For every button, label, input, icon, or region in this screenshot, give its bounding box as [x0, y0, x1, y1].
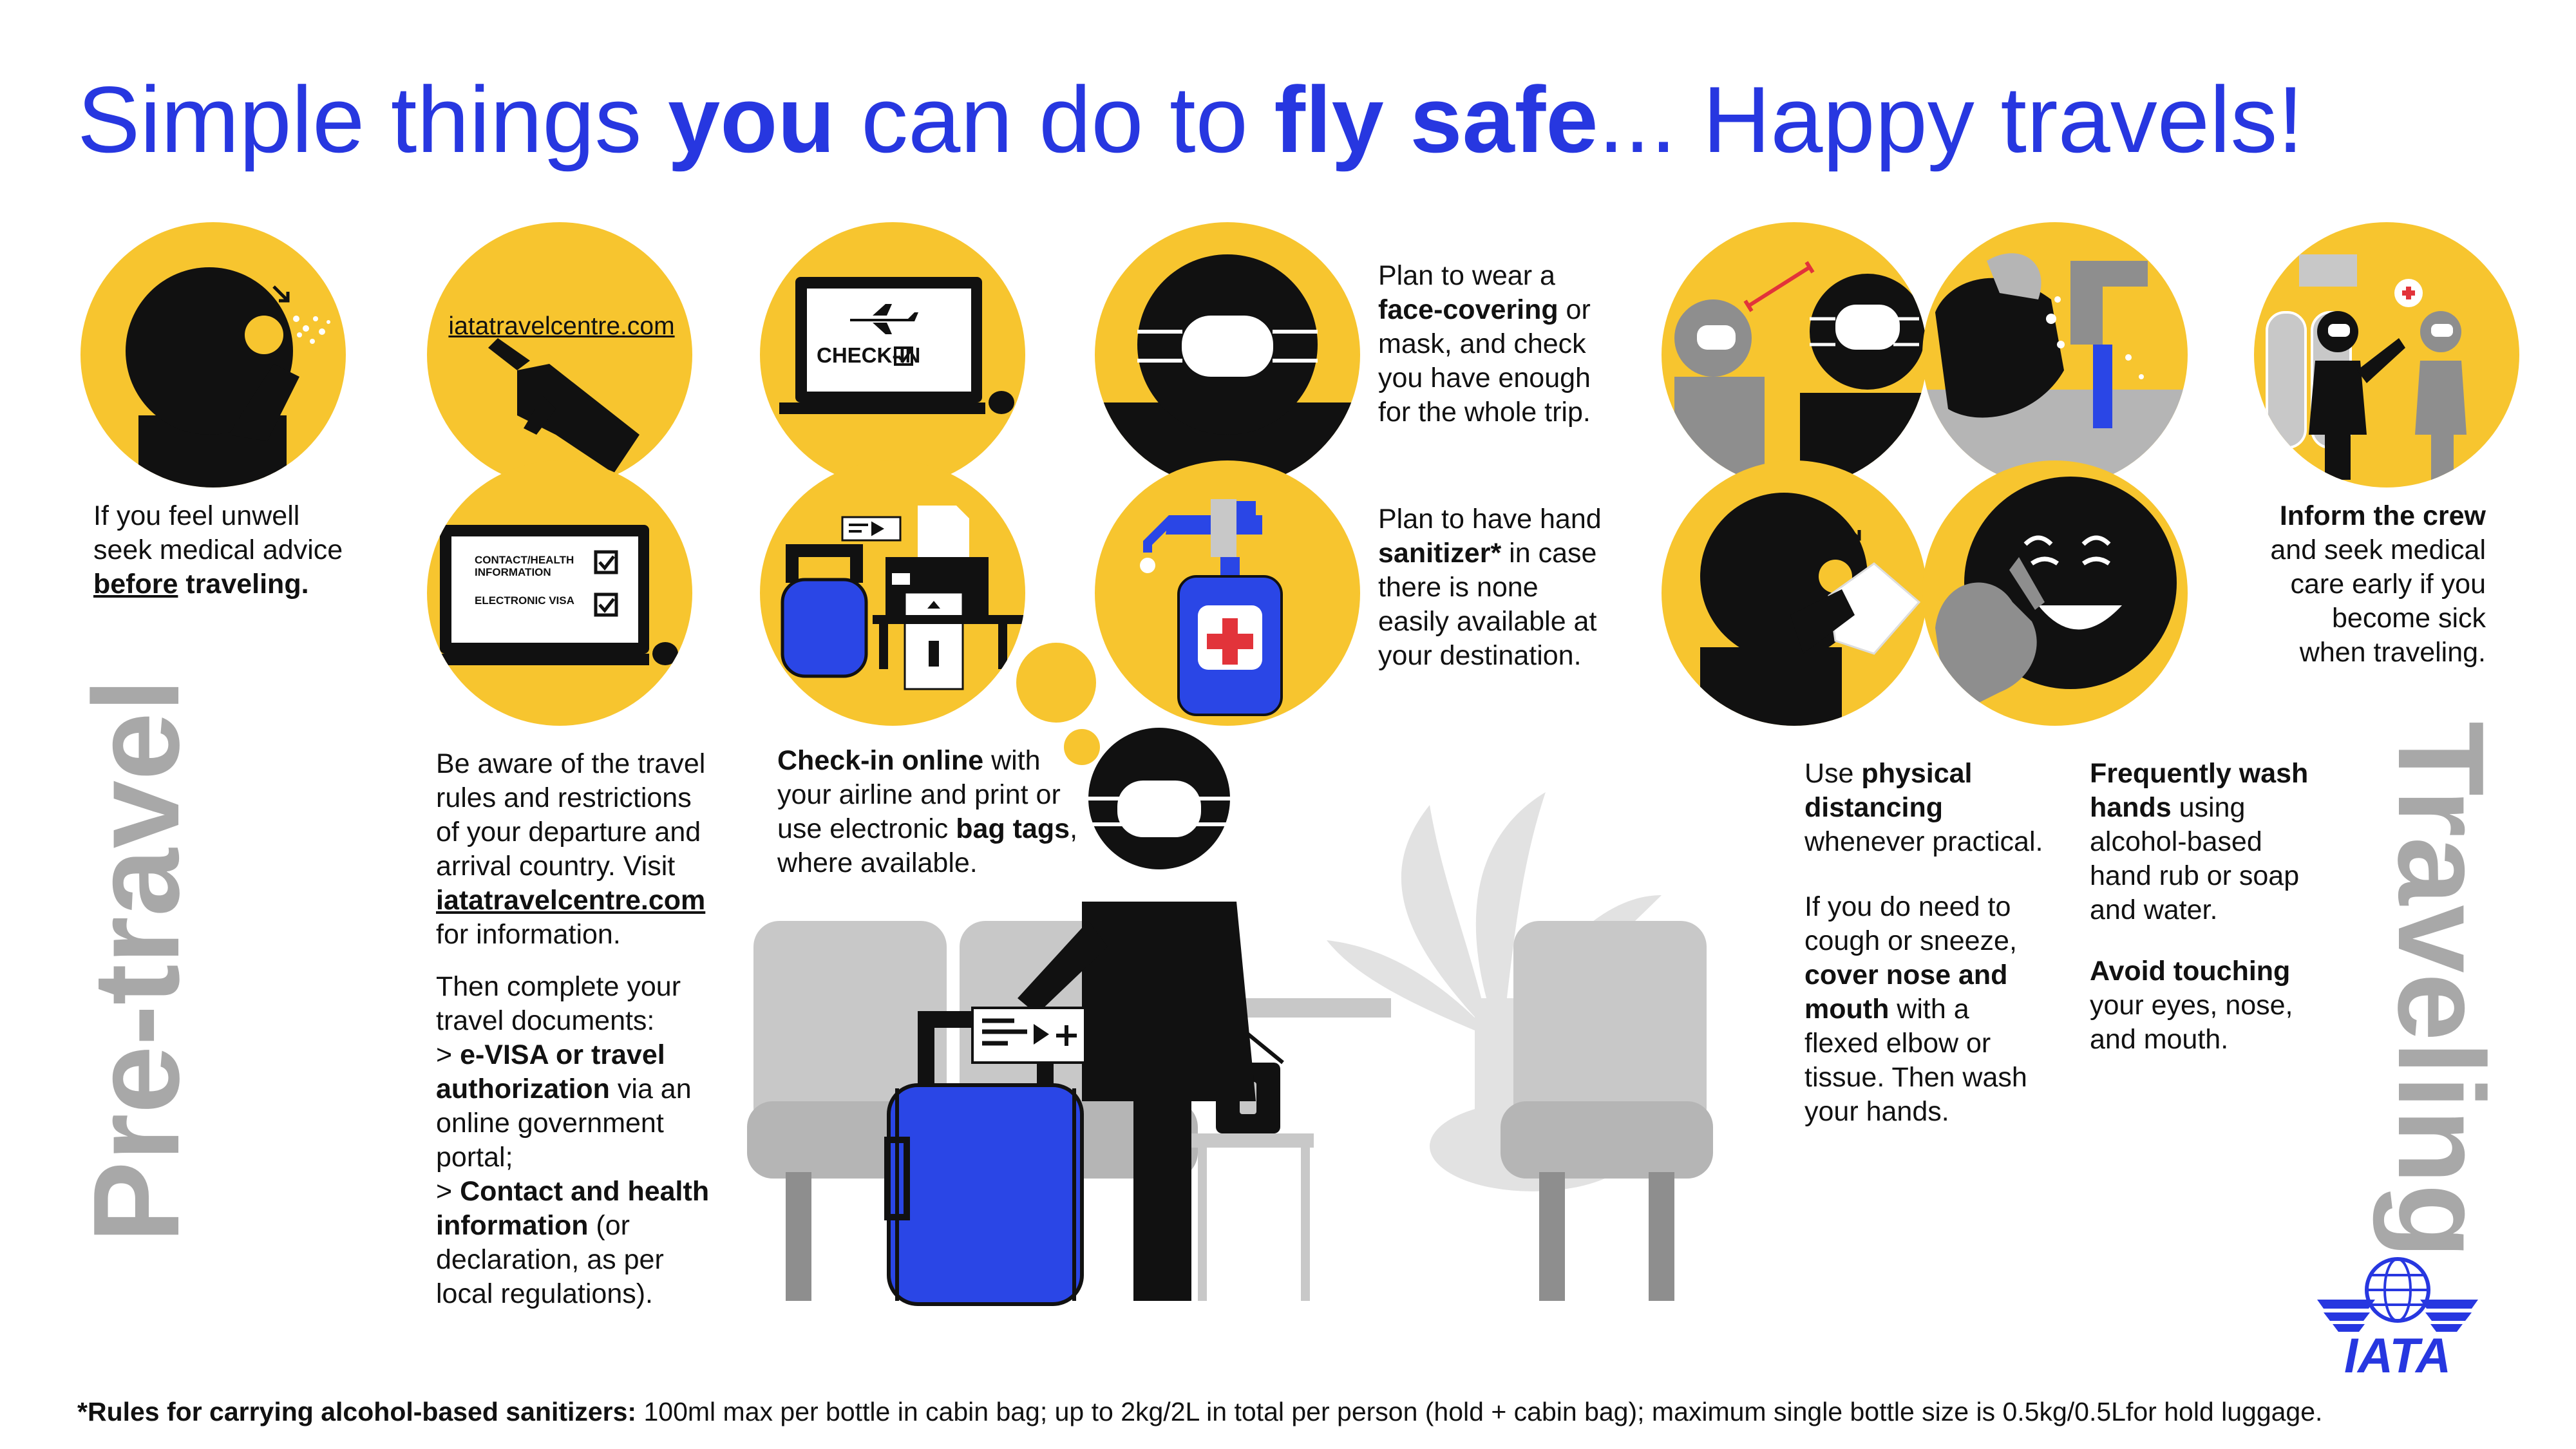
hand-washing-illustration [1922, 222, 2188, 488]
hands-tap-water-icon [1922, 253, 2188, 488]
iata-globe-wings-icon [2317, 1257, 2478, 1332]
iata-wordmark: IATA [2344, 1329, 2452, 1383]
check-in-illustration: CHECK-IN [760, 222, 1025, 488]
form-row-contact-label: CONTACT/HEALTH INFORMATION [475, 554, 574, 578]
two-people-distance-icon [1674, 261, 1927, 488]
travel-documents-illustration: CONTACT/HEALTH INFORMATION ELECTRONIC VI… [427, 460, 692, 726]
traveling-section-label: Traveling [2372, 721, 2509, 1259]
feel-unwell-illustration [80, 222, 346, 488]
inform-crew-illustration [2254, 222, 2519, 488]
bag-tag [971, 1007, 1086, 1064]
headline: Simple things you can do to fly safe... … [77, 67, 2304, 172]
bag-tag-illustration [760, 460, 1025, 726]
iata-travel-centre-link[interactable]: iatatravelcentre.com [436, 885, 706, 916]
airport-lounge-scene [747, 643, 1713, 1306]
masked-traveler-figure [1018, 728, 1256, 1301]
checkin-label: CHECK-IN [817, 343, 921, 367]
website-url-label: iatatravelcentre.com [448, 312, 675, 340]
physical-distancing-illustration [1662, 222, 1927, 488]
cover-cough-text: If you do need to cough or sneeze, cover… [1804, 891, 2027, 1127]
physical-distancing-text: Use physical distancing whenever practic… [1804, 758, 2043, 857]
travel-website-illustration: iatatravelcentre.com [427, 222, 692, 488]
cover-cough-illustration [1662, 460, 1927, 726]
form-row-evisa-label: ELECTRONIC VISA [475, 594, 574, 607]
inform-crew-text: Inform the crew and seek medical care ea… [2270, 500, 2486, 668]
face-hand-icon [1935, 477, 2177, 718]
laptop-checkin-icon [779, 277, 1014, 414]
sanitizer-bottle-icon [1140, 499, 1283, 716]
travel-rules-text: Be aware of the travel rules and restric… [436, 748, 710, 1309]
iata-logo: IATA [2317, 1255, 2478, 1383]
sanitizer-rules-footnote: *Rules for carrying alcohol-based saniti… [77, 1397, 2323, 1426]
face-mask-illustration [1095, 222, 1360, 488]
pre-travel-section-label: Pre-travel [68, 678, 205, 1243]
thought-bubble-large [1016, 643, 1096, 723]
hand-sanitizer-illustration [1095, 460, 1360, 726]
hand-sanitizer-text: Plan to have hand sanitizer* in case the… [1378, 504, 1602, 671]
laptop-form-icon [427, 525, 678, 665]
kiosk-bag-tag-icon [781, 506, 1025, 690]
hand-washing-text: Frequently wash hands using alcohol-base… [2090, 758, 2309, 925]
lounge-seat-left [747, 921, 947, 1301]
coughing-person-icon [126, 267, 330, 488]
face-covering-text: Plan to wear a face-covering or mask, an… [1378, 260, 1591, 428]
check-in-online-text: Check-in online with your airline and pr… [777, 745, 1078, 878]
sneeze-tissue-icon [1700, 493, 1921, 726]
thought-bubble-medium [1064, 729, 1100, 765]
passenger-crew-icon [2266, 254, 2467, 480]
avoid-touching-face-illustration [1922, 460, 2188, 726]
pointing-hand-icon [488, 338, 639, 473]
masked-face-icon [1095, 254, 1360, 488]
lounge-seat-right [1501, 921, 1713, 1301]
feel-unwell-text: If you feel unwell seek medical advice b… [93, 500, 343, 600]
avoid-touching-text: Avoid touching your eyes, nose, and mout… [2090, 956, 2293, 1055]
